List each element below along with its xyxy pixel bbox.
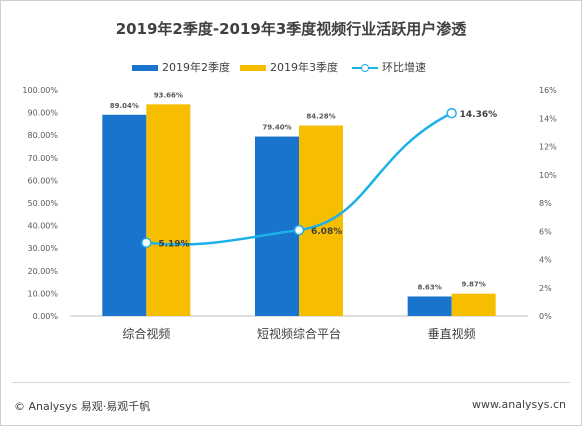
chart-title: 2019年2季度-2019年3季度视频行业活跃用户渗透 bbox=[115, 20, 467, 38]
y-right-tick-label: 16% bbox=[539, 86, 557, 95]
y-right-tick-label: 4% bbox=[539, 256, 552, 265]
legend-swatch-q3 bbox=[240, 65, 266, 71]
y-left-tick-label: 80.00% bbox=[27, 131, 58, 140]
y-left-tick-label: 0.00% bbox=[33, 312, 59, 321]
y-left-tick-label: 60.00% bbox=[27, 176, 58, 185]
y-right-tick-label: 2% bbox=[539, 284, 552, 293]
x-category-label: 短视频综合平台 bbox=[257, 326, 341, 341]
chart-plot: 0.00% 10.00% 20.00% 30.00% 40.00% 50.00% 60.00… bbox=[22, 86, 557, 341]
legend-swatch-growth bbox=[352, 64, 378, 72]
bar-q3 bbox=[299, 125, 343, 317]
footer-copyright: © Analysys 易观·易观千帆 bbox=[14, 400, 151, 413]
bar-value-label: 84.28% bbox=[306, 113, 335, 121]
legend-item-q3: 2019年3季度 bbox=[240, 59, 338, 75]
y-left-tick-label: 20.00% bbox=[27, 267, 58, 276]
y-right-tick-label: 14% bbox=[539, 114, 557, 123]
growth-value-label: 5.19% bbox=[158, 240, 189, 250]
footer-divider bbox=[12, 382, 570, 383]
y-right-tick-label: 6% bbox=[539, 227, 552, 236]
growth-point bbox=[446, 107, 457, 119]
y-right-tick-label: 8% bbox=[539, 199, 552, 208]
y-right-tick-label: 0% bbox=[539, 312, 552, 321]
y-left-tick-label: 70.00% bbox=[27, 154, 58, 163]
bar-q2 bbox=[255, 136, 299, 316]
bar-value-label: 93.66% bbox=[154, 91, 183, 99]
y-left-tick-label: 10.00% bbox=[27, 289, 58, 298]
y-right-tick-label: 12% bbox=[539, 143, 557, 152]
y-left-tick-label: 50.00% bbox=[27, 199, 58, 208]
y-left-tick-label: 90.00% bbox=[27, 109, 58, 118]
legend-item-q2: 2019年2季度 bbox=[132, 59, 230, 75]
bar-value-label: 9.87% bbox=[462, 281, 486, 289]
legend-label-growth: 环比增速 bbox=[382, 61, 426, 74]
bar-q2 bbox=[407, 296, 452, 316]
growth-value-label: 6.08% bbox=[311, 227, 342, 237]
bar-value-label: 89.04% bbox=[110, 102, 139, 110]
bar-value-label: 8.63% bbox=[418, 283, 442, 291]
growth-point bbox=[141, 237, 152, 248]
growth-point bbox=[293, 224, 305, 236]
y-left-tick-label: 30.00% bbox=[27, 244, 58, 253]
legend-swatch-q2 bbox=[132, 65, 158, 71]
x-category-label: 垂直视频 bbox=[428, 326, 476, 341]
x-category-label: 综合视频 bbox=[122, 326, 170, 341]
bar-q3 bbox=[451, 293, 496, 316]
legend-item-growth: 环比增速 bbox=[352, 59, 426, 75]
growth-value-label: 14.36% bbox=[460, 110, 498, 120]
legend-label-q3: 2019年3季度 bbox=[270, 61, 338, 74]
bar-q2 bbox=[102, 114, 147, 317]
footer-website: www.analysys.cn bbox=[472, 398, 566, 411]
y-left-tick-label: 100.00% bbox=[22, 86, 58, 95]
y-right-tick-label: 10% bbox=[539, 171, 557, 180]
legend-label-q2: 2019年2季度 bbox=[162, 61, 230, 74]
legend: 2019年2季度 2019年3季度 环比增速 bbox=[0, 59, 582, 75]
bar-q3 bbox=[146, 104, 191, 316]
y-left-tick-label: 40.00% bbox=[27, 222, 58, 231]
bar-value-label: 79.40% bbox=[262, 124, 291, 132]
growth-line bbox=[146, 112, 453, 246]
